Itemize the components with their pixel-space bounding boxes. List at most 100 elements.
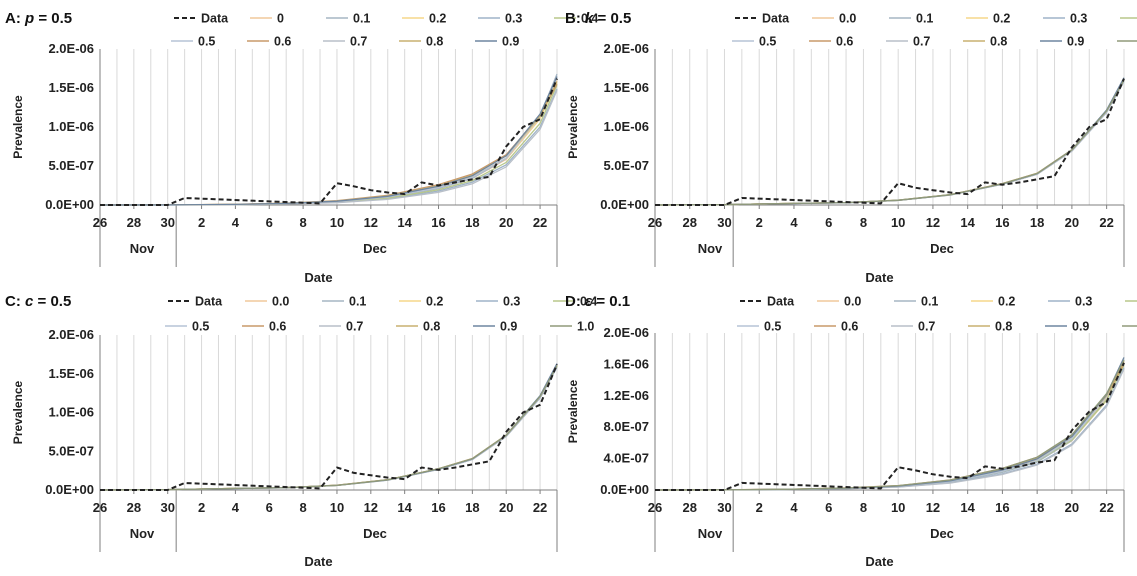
data-series-line [655, 362, 1125, 491]
series-line-0-7 [654, 368, 1125, 491]
legend-label: 0.1 [353, 12, 370, 26]
legend-label: Data [201, 12, 229, 26]
x-tick-label: 6 [825, 500, 832, 515]
legend-label: 0.4 [580, 295, 597, 309]
series-line-0-9 [99, 76, 558, 206]
y-axis-label: Prevalence [11, 95, 25, 159]
title-suffix: = 0.5 [34, 10, 72, 27]
month-label: Dec [363, 241, 387, 256]
x-tick-label: 16 [995, 215, 1009, 230]
legend-item: 0.9 [473, 320, 517, 334]
model-series [99, 73, 558, 206]
series-line-0-2 [654, 362, 1125, 491]
legend-label: 0.9 [1072, 320, 1089, 334]
legend-item: Data [740, 295, 795, 309]
y-axis-label: Prevalence [566, 379, 580, 443]
series-line-0-0 [654, 79, 1125, 206]
legend-label: 0.6 [274, 35, 291, 49]
legend-item: 0.3 [476, 295, 520, 309]
x-tick-label: 16 [431, 215, 445, 230]
legend-label: 0.2 [429, 12, 446, 26]
legend-label: 0.6 [269, 320, 286, 334]
legend-item: 0.5 [732, 35, 776, 49]
x-tick-label: 28 [683, 215, 697, 230]
legend-label: 0.9 [500, 320, 517, 334]
x-tick-label: 18 [465, 500, 479, 515]
series-line-0-9 [654, 77, 1125, 206]
series-line-0-7 [100, 89, 558, 206]
legend-label: 0.1 [349, 295, 366, 309]
grid-lines [654, 333, 1125, 490]
legend-label: 0.6 [841, 320, 858, 334]
legend-label: 0.4 [581, 12, 598, 26]
legend-label: 0.2 [426, 295, 443, 309]
x-tick-label: 30 [160, 500, 174, 515]
legend-label: 0.3 [503, 295, 520, 309]
legend-item: 0.2 [402, 12, 446, 26]
grid-lines [99, 49, 558, 205]
title-symbol: p [24, 10, 34, 27]
x-tick-label: 14 [397, 215, 412, 230]
series-line-0-4 [654, 364, 1125, 491]
legend-label: 0.0 [272, 295, 289, 309]
month-label: Nov [698, 526, 723, 541]
y-tick-label: 2.0E-06 [48, 41, 94, 56]
series-line-0-0 [654, 363, 1125, 491]
y-tick-label: 5.0E-07 [48, 443, 94, 458]
series-line-0-1 [99, 73, 558, 206]
title-suffix: = 0.5 [33, 293, 71, 310]
y-tick-label: 1.2E-06 [603, 388, 649, 403]
y-tick-label: 5.0E-07 [48, 158, 94, 173]
series-line-0-9 [654, 357, 1125, 491]
x-tick-label: 2 [198, 500, 205, 515]
x-tick-label: 30 [717, 500, 731, 515]
y-tick-label: 1.6E-06 [603, 356, 649, 371]
legend-item: 0.4 [1125, 300, 1137, 302]
legend-label: 0.8 [423, 320, 440, 334]
legend-label: 0.9 [1067, 35, 1084, 49]
legend-item: 0.4 [553, 295, 597, 309]
y-tick-label: 4.0E-07 [603, 451, 649, 466]
series-line-0-8 [654, 361, 1125, 491]
series-line-0-8 [99, 364, 558, 491]
legend-item: 1.0 [1117, 40, 1137, 42]
y-tick-label: 0.0E+00 [600, 482, 649, 497]
legend-label: 0.5 [764, 320, 781, 334]
y-tick-label: 0.0E+00 [45, 482, 94, 497]
x-tick-label: 18 [465, 215, 479, 230]
legend-item: 0.2 [966, 12, 1010, 26]
title-suffix: = 0.5 [593, 10, 631, 27]
y-tick-label: 1.5E-06 [603, 80, 649, 95]
legend-label: 0.7 [918, 320, 935, 334]
y-tick-label: 0.0E+00 [45, 197, 94, 212]
panel-title: A: p = 0.5 [5, 10, 72, 27]
series-line-0-7 [654, 79, 1125, 206]
x-axis-label: Date [304, 554, 332, 569]
month-label: Dec [930, 526, 954, 541]
legend-item: 0.6 [242, 320, 286, 334]
x-tick-label: 4 [232, 500, 240, 515]
legend-label: 0.0 [839, 12, 856, 26]
y-tick-label: 1.0E-06 [48, 119, 94, 134]
x-tick-label: 12 [926, 500, 940, 515]
y-axis-label: Prevalence [566, 95, 580, 159]
x-tick-label: 28 [683, 500, 697, 515]
legend-label: 0.2 [993, 12, 1010, 26]
x-tick-label: 14 [397, 500, 412, 515]
legend-item: 0.9 [1040, 35, 1084, 49]
series-line-0 [99, 79, 558, 206]
x-tick-label: 18 [1030, 500, 1044, 515]
legend-label: 0.0 [844, 295, 861, 309]
y-tick-label: 8.0E-07 [603, 419, 649, 434]
x-tick-label: 8 [860, 500, 867, 515]
legend-label: 0.8 [995, 320, 1012, 334]
panel-c: 0.0E+00 5.0E-07 1.0E-06 1.5E-06 2.0E-06 2 6 28 3… [5, 293, 597, 569]
legend-label: 0.3 [505, 12, 522, 26]
model-series [99, 363, 558, 491]
x-tick-label: 14 [960, 500, 975, 515]
series-line-0-5 [654, 358, 1125, 491]
series-line-0-9 [99, 363, 558, 491]
x-tick-label: 14 [960, 215, 975, 230]
legend-item: 0.9 [475, 35, 519, 49]
legend-item: Data [174, 12, 229, 26]
